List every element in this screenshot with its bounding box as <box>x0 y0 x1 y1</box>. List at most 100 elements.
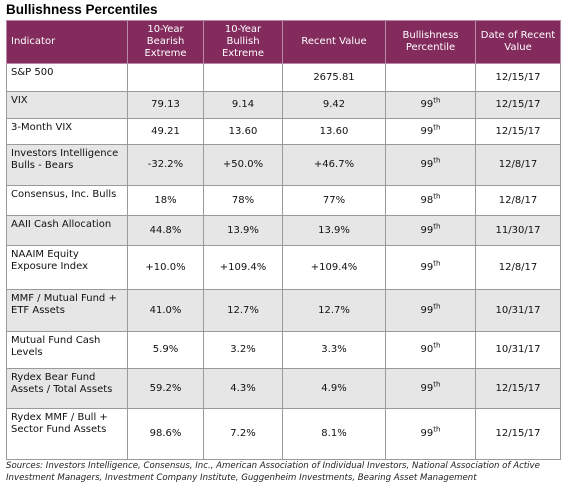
table-row: Consensus, Inc. Bulls 18% 78% 77% 98th 12/8/1… <box>6 185 561 216</box>
value-cell: 12/15/17 <box>475 91 561 119</box>
header-row: Indicator 10-Year Bearish Extreme 10-Year … <box>6 20 561 64</box>
value-cell: 79.13 <box>127 91 204 119</box>
table-body: S&P 500 2675.81 12/15/17 VIX 79.13 9.14 9.42 99… <box>6 63 561 460</box>
percentile-cell: 99th <box>385 118 476 145</box>
title: Bullishness Percentiles <box>6 2 158 17</box>
value-cell: 12.7% <box>203 289 283 332</box>
indicator-cell: VIX <box>6 91 128 119</box>
value-cell: 13.9% <box>203 215 283 246</box>
indicator-cell: MMF / Mutual Fund + ETF Assets <box>6 289 128 332</box>
sources: Sources: Investors Intelligence, Consens… <box>6 461 540 483</box>
value-cell: 9.42 <box>282 91 386 119</box>
percentile-value: 99 <box>420 261 434 273</box>
percentile-suffix: th <box>433 341 441 350</box>
percentile-cell: 90th <box>385 331 476 369</box>
indicator-cell: AAII Cash Allocation <box>6 215 128 246</box>
header-cell: Indicator <box>6 20 128 64</box>
value-cell: 3.3% <box>282 331 386 369</box>
value-cell: 9.14 <box>203 91 283 119</box>
value-cell: 4.3% <box>203 368 283 409</box>
value-cell: 3.2% <box>203 331 283 369</box>
percentile-suffix: th <box>433 380 441 389</box>
table-row: AAII Cash Allocation 44.8% 13.9% 13.9% 99th 1… <box>6 215 561 246</box>
percentile-value: 99 <box>420 125 434 137</box>
value-cell: 41.0% <box>127 289 204 332</box>
table-row: VIX 79.13 9.14 9.42 99th 12/15/17 <box>6 91 561 119</box>
percentile-value: 99 <box>420 159 434 170</box>
header-cell: Recent Value <box>282 20 386 64</box>
percentile-value: 98 <box>420 194 434 206</box>
value-cell: 13.60 <box>282 118 386 145</box>
header-cell: 10-Year Bullish Extreme <box>203 20 283 64</box>
percentile-suffix: th <box>433 222 441 231</box>
percentile-cell: 99th <box>385 215 476 246</box>
value-cell: 10/31/17 <box>475 331 561 369</box>
empty-cell <box>127 63 204 92</box>
value-cell: +46.7% <box>282 144 386 186</box>
percentile-value: 90 <box>420 344 434 355</box>
percentile-cell: 99th <box>385 91 476 119</box>
indicator-cell: Mutual Fund Cash Levels <box>6 331 128 369</box>
percentile-cell: 99th <box>385 144 476 186</box>
value-cell: 12/8/17 <box>475 144 561 186</box>
value-cell: 12/15/17 <box>475 118 561 145</box>
value-cell: 49.21 <box>127 118 204 145</box>
percentile-suffix: th <box>433 302 441 311</box>
header-cell: Bullishness Percentile <box>385 20 476 64</box>
value-cell: 13.60 <box>203 118 283 145</box>
header-cell: Date of Recent Value <box>475 20 561 64</box>
percentile-value: 99 <box>420 99 434 110</box>
value-cell: 2675.81 <box>282 63 386 92</box>
value-cell: 5.9% <box>127 331 204 369</box>
percentile-cell: 98th <box>385 185 476 216</box>
value-cell: 98.6% <box>127 408 204 460</box>
table-row: Mutual Fund Cash Levels 5.9% 3.2% 3.3% 90th 1… <box>6 331 561 369</box>
value-cell: 77% <box>282 185 386 216</box>
table: Indicator 10-Year Bearish Extreme 10-Year … <box>6 20 561 460</box>
percentile-suffix: th <box>433 192 441 201</box>
empty-cell <box>203 63 283 92</box>
percentile-value: 99 <box>420 224 434 236</box>
header-cell: 10-Year Bearish Extreme <box>127 20 204 64</box>
value-cell: 12/15/17 <box>475 63 561 92</box>
value-cell: 12/15/17 <box>475 408 561 460</box>
value-cell: 13.9% <box>282 215 386 246</box>
percentile-value: 99 <box>420 304 434 316</box>
table-row: S&P 500 2675.81 12/15/17 <box>6 63 561 92</box>
empty-cell <box>385 63 476 92</box>
value-cell: +109.4% <box>282 245 386 290</box>
value-cell: 59.2% <box>127 368 204 409</box>
value-cell: 12/8/17 <box>475 185 561 216</box>
value-cell: 11/30/17 <box>475 215 561 246</box>
table-row: Rydex MMF / Bull + Sector Fund Assets 98.… <box>6 408 561 460</box>
percentile-suffix: th <box>433 96 441 105</box>
percentile-cell: 99th <box>385 368 476 409</box>
value-cell: 7.2% <box>203 408 283 460</box>
percentile-suffix: th <box>433 259 441 268</box>
percentile-suffix: th <box>433 425 441 434</box>
value-cell: -32.2% <box>127 144 204 186</box>
percentile-value: 99 <box>420 428 434 439</box>
value-cell: 18% <box>127 185 204 216</box>
table-row: Rydex Bear Fund Assets / Total Assets 59.… <box>6 368 561 409</box>
table-row: NAAIM Equity Exposure Index +10.0% +109.4%… <box>6 245 561 290</box>
value-cell: 78% <box>203 185 283 216</box>
indicator-cell: S&P 500 <box>6 63 128 92</box>
value-cell: +109.4% <box>203 245 283 290</box>
table-row: Investors Intelligence Bulls - Bears -32.… <box>6 144 561 186</box>
percentile-cell: 99th <box>385 408 476 460</box>
value-cell: 12/15/17 <box>475 368 561 409</box>
indicator-cell: NAAIM Equity Exposure Index <box>6 245 128 290</box>
table-row: 3-Month VIX 49.21 13.60 13.60 99th 12/15/17 <box>6 118 561 145</box>
percentile-cell: 99th <box>385 289 476 332</box>
indicator-cell: 3-Month VIX <box>6 118 128 145</box>
percentile-suffix: th <box>433 156 441 165</box>
percentile-suffix: th <box>433 123 441 132</box>
indicator-cell: Rydex Bear Fund Assets / Total Assets <box>6 368 128 409</box>
value-cell: 12/8/17 <box>475 245 561 290</box>
indicator-cell: Investors Intelligence Bulls - Bears <box>6 144 128 186</box>
indicator-cell: Rydex MMF / Bull + Sector Fund Assets <box>6 408 128 460</box>
value-cell: +50.0% <box>203 144 283 186</box>
indicator-cell: Consensus, Inc. Bulls <box>6 185 128 216</box>
